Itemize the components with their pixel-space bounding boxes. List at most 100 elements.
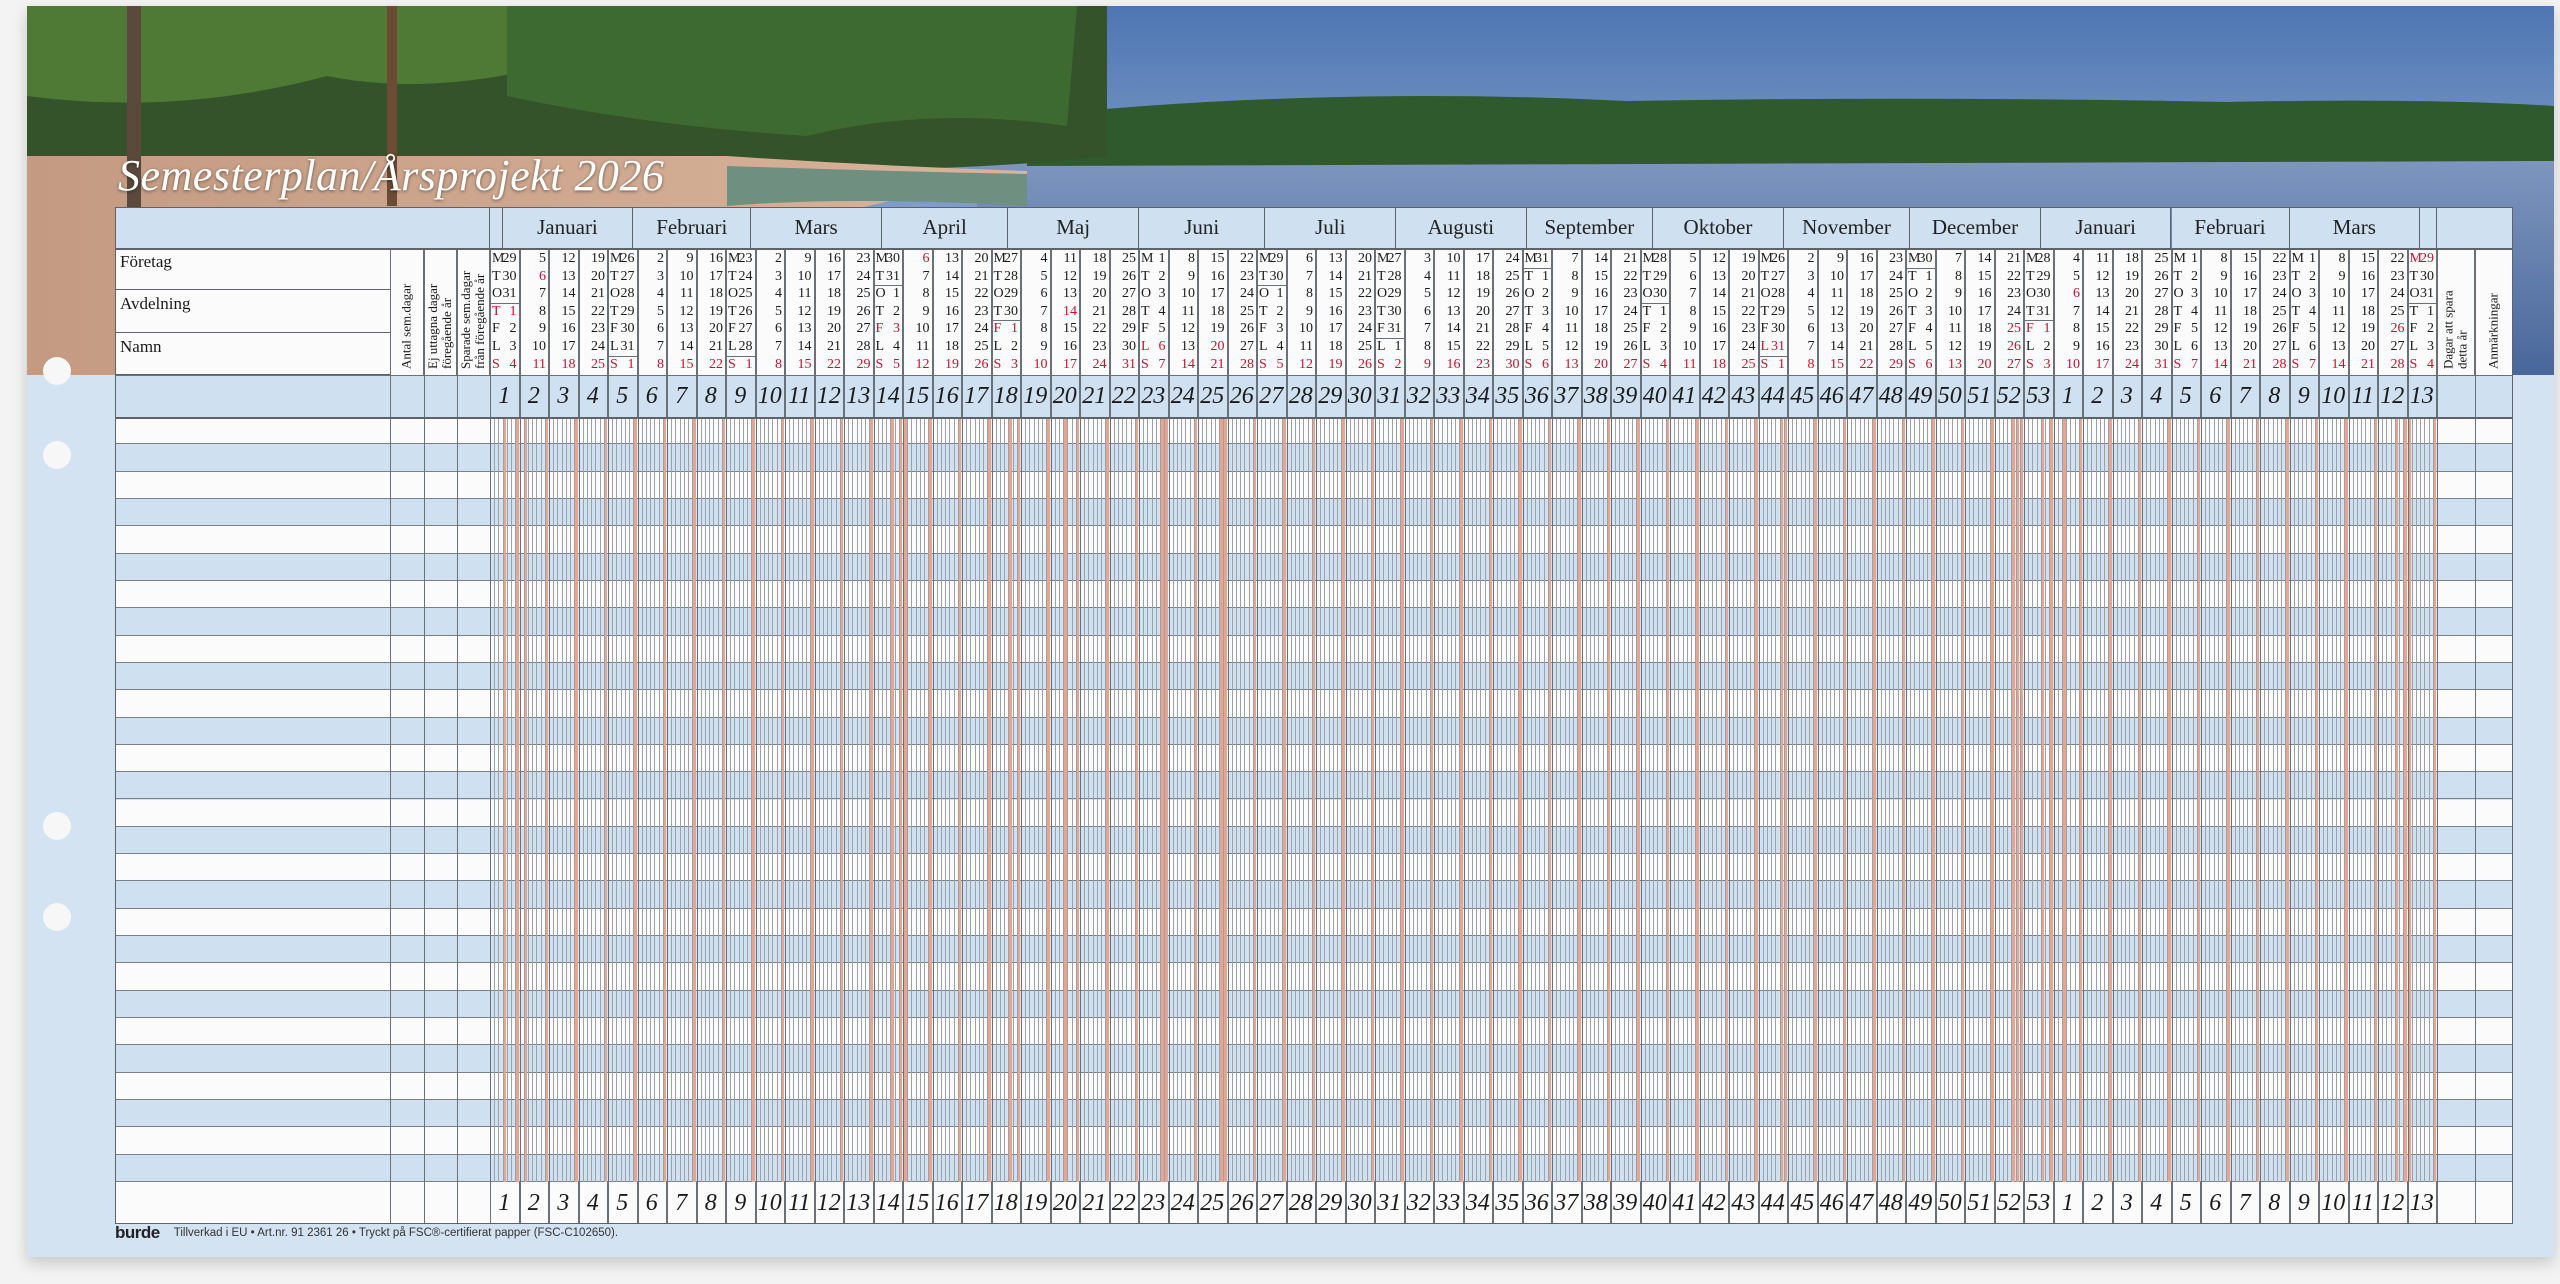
field-company[interactable]: Företag xyxy=(115,248,390,291)
week-number-bottom: 4 xyxy=(579,1182,608,1224)
day-gridline xyxy=(2281,417,2283,1182)
day-entry: 5 xyxy=(1788,303,1817,321)
day-entry: 6 xyxy=(2054,285,2083,303)
day-gridline xyxy=(1720,417,1722,1182)
day-number: 1 xyxy=(2309,251,2316,266)
day-entry: F 31 xyxy=(1375,320,1404,338)
day-entry: 9 xyxy=(1287,303,1316,321)
day-gridline xyxy=(1568,417,1570,1182)
day-number: 25 xyxy=(738,286,753,302)
field-name[interactable]: Namn xyxy=(115,332,390,375)
day-entry: 9 xyxy=(903,303,932,321)
day-number: 18 xyxy=(709,286,723,302)
week-number-top: 32 xyxy=(1405,375,1434,417)
weekday-letter: L xyxy=(728,339,737,354)
day-number: 12 xyxy=(561,251,576,266)
day-gridline xyxy=(1518,417,1520,1182)
day-number: 14 xyxy=(679,339,694,354)
day-entry: 11 xyxy=(2201,303,2230,321)
day-gridline xyxy=(1623,417,1625,1182)
day-number: 5 xyxy=(1807,303,1815,319)
column-divider xyxy=(390,248,391,1224)
day-number: 29 xyxy=(2036,268,2051,284)
day-entry: 21 xyxy=(1611,250,1640,268)
day-number: 6 xyxy=(775,321,782,337)
day-entry: 18 xyxy=(1847,285,1876,303)
day-entry: 25 xyxy=(2142,250,2171,268)
day-number: 4 xyxy=(2191,303,2198,319)
day-entry: 17 xyxy=(1965,303,1994,321)
day-gridline xyxy=(1589,417,1591,1182)
day-gridline xyxy=(1181,417,1183,1182)
day-entry: M 28 xyxy=(2024,250,2053,268)
day-number: 31 xyxy=(502,286,517,302)
week-number-bottom: 30 xyxy=(1346,1182,1375,1224)
day-number: 30 xyxy=(1505,356,1520,372)
day-entry: O 25 xyxy=(726,285,755,303)
day-entry: T 27 xyxy=(1759,268,1788,286)
day-entry: 18 xyxy=(1464,268,1493,286)
day-number: 13 xyxy=(1446,303,1461,319)
weekday-letter: L xyxy=(610,339,619,354)
day-gridline xyxy=(2036,417,2038,1182)
day-number: 23 xyxy=(856,251,871,266)
day-entry: 13 xyxy=(1552,356,1581,374)
day-number: 16 xyxy=(1977,286,1992,302)
day-gridline xyxy=(2399,417,2401,1182)
day-entry: 27 xyxy=(1611,356,1640,374)
weekday-letter: L xyxy=(2409,339,2419,354)
day-entry: 13 xyxy=(785,320,814,338)
day-number: 18 xyxy=(945,339,959,354)
day-gridline xyxy=(2247,417,2249,1182)
day-number: 16 xyxy=(2095,339,2110,354)
day-number: 27 xyxy=(1771,268,1785,284)
day-number: 18 xyxy=(1712,356,1726,372)
weekday-letter: O xyxy=(1377,286,1388,302)
day-number: 30 xyxy=(2036,286,2051,302)
week-number-bottom: 50 xyxy=(1936,1182,1965,1224)
day-gridline xyxy=(2099,417,2101,1182)
day-number: 26 xyxy=(856,303,871,319)
day-entry: F 30 xyxy=(1759,320,1788,338)
week-divider xyxy=(755,248,757,1224)
day-entry: 6 xyxy=(903,250,932,268)
day-entry: 22 xyxy=(1080,320,1109,338)
day-entry: 14 xyxy=(1169,356,1198,374)
day-entry: 12 xyxy=(903,356,932,374)
day-gridline xyxy=(1459,417,1461,1182)
day-number: 25 xyxy=(1741,356,1756,372)
day-gridline xyxy=(1033,417,1035,1182)
day-entry: 22 xyxy=(2260,250,2289,268)
day-entry: 23 xyxy=(1346,303,1375,321)
week-date-cell: M 27 T 28 O 29 T 30 F 31 L 1 S 2 xyxy=(1375,248,1405,375)
weekday-letter: L xyxy=(1524,339,1534,354)
day-number: 21 xyxy=(827,339,841,354)
day-number: 31 xyxy=(886,268,900,284)
day-number: 15 xyxy=(1328,286,1343,302)
day-gridline xyxy=(2234,417,2236,1182)
day-gridline xyxy=(1821,417,1823,1182)
field-department[interactable]: Avdelning xyxy=(115,290,390,333)
day-number: 10 xyxy=(2066,356,2080,372)
day-gridline xyxy=(1644,417,1646,1182)
day-gridline xyxy=(2158,417,2160,1182)
day-gridline xyxy=(822,417,824,1182)
day-gridline xyxy=(616,417,618,1182)
day-gridline xyxy=(1509,417,1511,1182)
day-number: 19 xyxy=(591,251,605,266)
day-entry: 30 xyxy=(1110,338,1139,356)
day-entry: 11 xyxy=(1287,338,1316,356)
day-entry: 8 xyxy=(638,356,667,374)
day-gridline xyxy=(1396,417,1398,1182)
day-gridline xyxy=(1990,417,1992,1182)
day-gridline xyxy=(1560,417,1562,1182)
day-entry: T 29 xyxy=(2024,268,2053,286)
week-number-top: 31 xyxy=(1375,375,1405,417)
footer-text: Tillverkad i EU • Art.nr. 91 2361 26 • T… xyxy=(173,1227,619,1239)
month-header: September xyxy=(1526,207,1654,248)
day-entry: 11 xyxy=(1818,285,1847,303)
day-number: 21 xyxy=(1358,268,1372,284)
day-entry: 17 xyxy=(1051,356,1080,374)
day-number: 19 xyxy=(2361,321,2375,337)
